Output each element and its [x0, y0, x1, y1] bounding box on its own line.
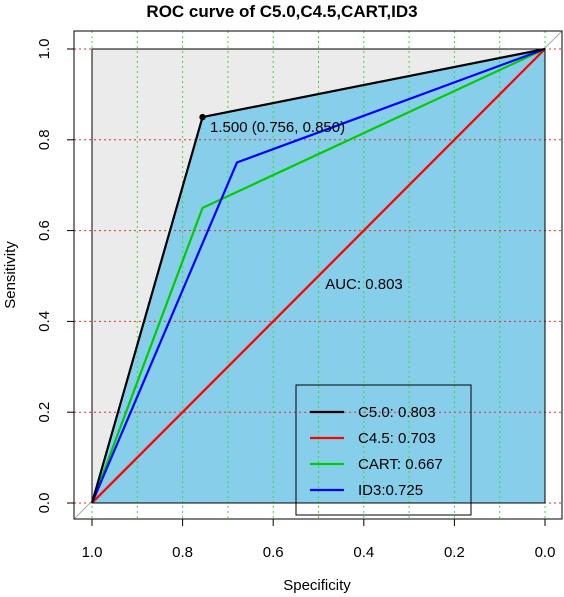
auc-annotation: AUC: 0.803	[325, 276, 403, 293]
x-tick-label: 1.0	[82, 544, 103, 561]
y-tick-label: 0.8	[36, 129, 53, 150]
y-tick-label: 0.6	[36, 220, 53, 241]
y-axis-label: Sensitivity	[2, 241, 19, 309]
x-tick-label: 0.8	[172, 544, 193, 561]
y-tick-label: 1.0	[36, 39, 53, 60]
legend: C5.0: 0.803 C4.5: 0.703 CART: 0.667 ID3:0.7…	[295, 384, 472, 516]
x-axis: 1.0 0.8 0.6 0.4 0.2 0.0	[82, 519, 556, 561]
x-tick-label: 0.6	[263, 544, 284, 561]
x-tick-label: 0.4	[353, 544, 374, 561]
best-threshold-label: 1.500 (0.756, 0.850)	[210, 119, 345, 136]
legend-label: ID3:0.725	[358, 482, 423, 499]
plot-area	[73, 30, 563, 520]
legend-label: CART: 0.667	[358, 456, 443, 473]
legend-box	[295, 384, 472, 516]
x-tick-label: 0.0	[535, 544, 556, 561]
legend-label: C4.5: 0.703	[358, 430, 436, 447]
series-line-id3	[90, 47, 546, 504]
series-line-cart	[90, 48, 546, 504]
y-tick-label: 0.4	[36, 311, 53, 332]
y-tick-label: 0.2	[36, 402, 53, 423]
x-axis-label: Specificity	[283, 577, 351, 594]
plot-frame	[73, 30, 563, 520]
y-axis: 0.0 0.2 0.4 0.6 0.8 1.0	[36, 39, 74, 514]
chart-title: ROC curve of C5.0,C4.5,CART,ID3	[146, 2, 417, 21]
best-threshold-point	[199, 113, 206, 121]
legend-label: C5.0: 0.803	[358, 404, 436, 421]
x-tick-label: 0.2	[444, 544, 465, 561]
series-line-c45	[91, 48, 546, 504]
unit-square-border	[91, 48, 546, 504]
y-tick-label: 0.0	[36, 493, 53, 514]
